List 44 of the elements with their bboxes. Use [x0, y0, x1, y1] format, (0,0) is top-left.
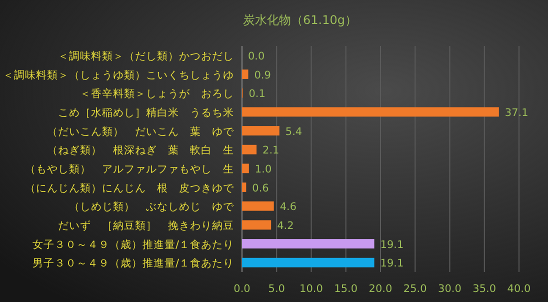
y-tick-label: （しめじ類） ぶなしめじ ゆで [69, 201, 235, 214]
data-label: 37.1 [504, 106, 528, 119]
data-label: 0.6 [252, 182, 270, 194]
x-tick-label: 5.0 [268, 283, 285, 295]
bar [242, 220, 272, 230]
data-label: 0.9 [254, 69, 271, 82]
y-tick-label: （にんじん類）にんじん 根 皮つきゆで [25, 181, 235, 194]
data-label: 19.1 [380, 258, 404, 270]
x-tick-label: 25.0 [403, 283, 427, 295]
y-tick-label: 男子３０～４９（歳）推進量/１食あたり [32, 256, 234, 270]
bar [242, 164, 249, 174]
data-label: 1.0 [254, 163, 272, 176]
data-label: 0.1 [248, 88, 266, 100]
data-label: 2.1 [262, 144, 280, 157]
x-tick-label: 40.0 [507, 283, 531, 295]
y-tick-label: ＜調味料類＞（だし類）かつおだし [58, 49, 234, 62]
y-tick-label: ＜調味料類＞（しょうゆ類）こいくちしょうゆ [3, 68, 234, 82]
x-tick-label: 35.0 [472, 283, 496, 295]
bar [242, 239, 374, 248]
bar [242, 258, 374, 268]
y-tick-label: だいず ［納豆類］ 挽きわり納豆 [58, 218, 234, 232]
bar [242, 144, 257, 154]
data-label: 5.4 [285, 126, 302, 138]
chart-title: 炭水化物（61.10g） [243, 13, 357, 27]
y-tick-label: （もやし類） アルファルファもやし 生 [25, 162, 234, 176]
x-tick-label: 30.0 [438, 283, 462, 295]
data-label: 19.1 [380, 238, 404, 251]
x-tick-label: 20.0 [368, 283, 392, 295]
bar [242, 182, 246, 192]
y-tick-label: （だいこん類） だいこん 葉 ゆで [47, 124, 235, 138]
bar [242, 107, 499, 117]
data-label: 4.2 [277, 220, 294, 232]
y-tick-label: こめ［水稲めし］精白米 うるち米 [58, 106, 234, 119]
bar [242, 201, 274, 211]
x-tick-label: 0.0 [234, 283, 250, 295]
data-label: 4.6 [280, 201, 297, 214]
y-tick-label: （ねぎ類） 根深ねぎ 葉 軟白 生 [47, 144, 234, 157]
bar [242, 126, 280, 136]
y-tick-label: ＜香辛料類＞しょうが おろし [80, 87, 234, 100]
data-label: 0.0 [248, 50, 265, 62]
x-tick-label: 10.0 [300, 283, 323, 295]
y-tick-label: 女子３０～４９（歳）推進量/１食あたり [32, 238, 234, 251]
x-tick-label: 15.0 [334, 283, 358, 295]
bar [242, 70, 248, 79]
